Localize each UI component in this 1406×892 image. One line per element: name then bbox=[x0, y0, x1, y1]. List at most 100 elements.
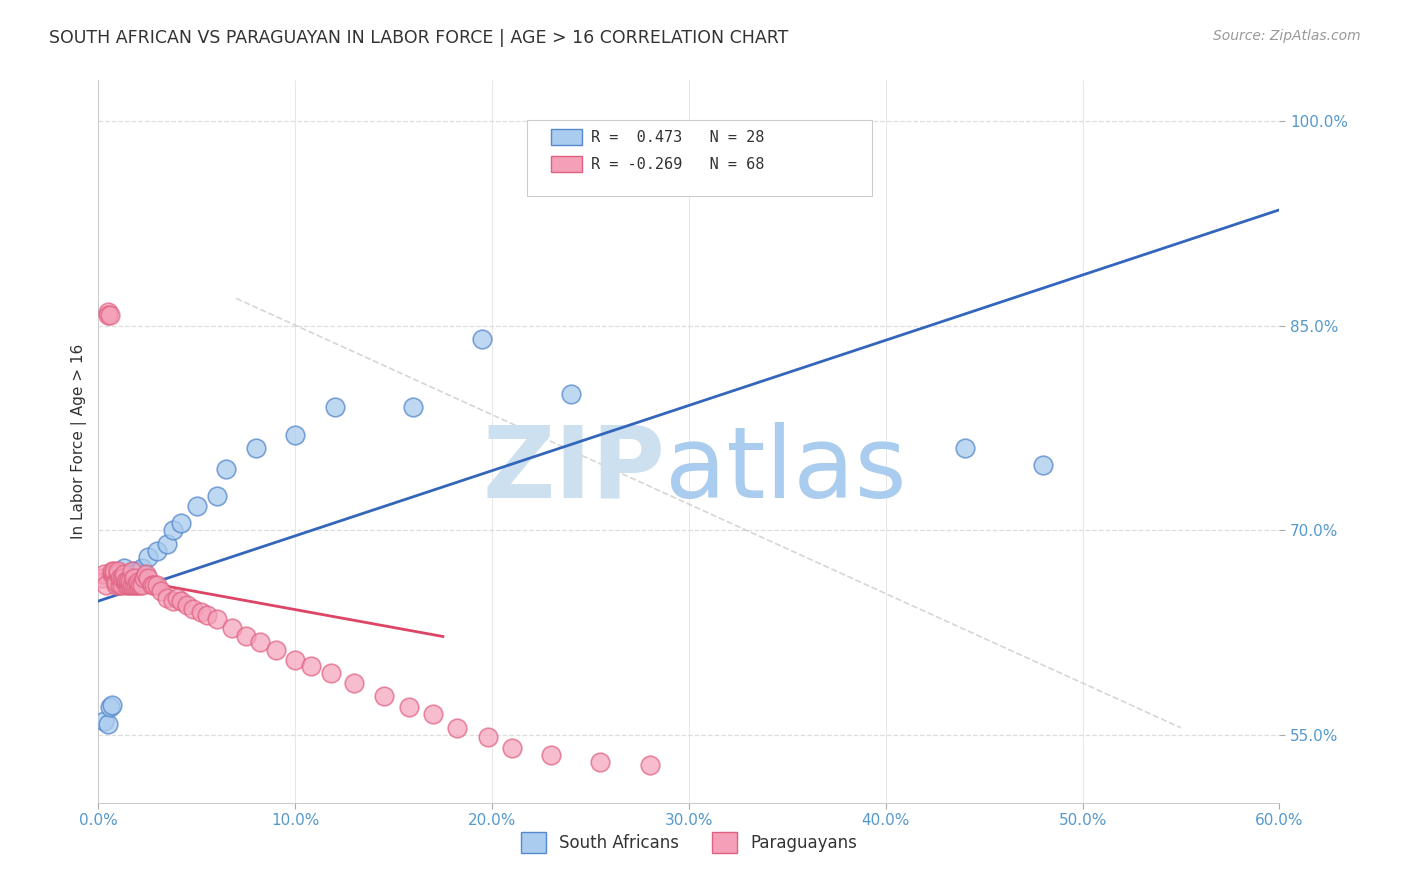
Point bbox=[1032, 458, 1054, 472]
Point bbox=[589, 755, 612, 769]
Point bbox=[107, 564, 129, 578]
Point bbox=[115, 574, 138, 588]
Point bbox=[343, 676, 366, 690]
Point bbox=[107, 577, 129, 591]
Point bbox=[249, 635, 271, 649]
Point bbox=[121, 571, 143, 585]
Point bbox=[118, 574, 141, 588]
Point bbox=[121, 564, 143, 578]
Point bbox=[235, 630, 257, 644]
Point bbox=[131, 561, 153, 575]
Point bbox=[422, 707, 444, 722]
Point bbox=[112, 571, 135, 585]
Point bbox=[127, 577, 149, 591]
Point bbox=[186, 499, 208, 513]
Text: atlas: atlas bbox=[665, 422, 907, 519]
Point bbox=[111, 566, 134, 581]
Point bbox=[122, 577, 145, 591]
Point bbox=[105, 577, 128, 591]
Point bbox=[156, 591, 179, 606]
Text: Source: ZipAtlas.com: Source: ZipAtlas.com bbox=[1213, 29, 1361, 43]
Point bbox=[117, 577, 139, 591]
Point bbox=[108, 571, 131, 585]
Point bbox=[122, 571, 145, 585]
Point bbox=[112, 566, 135, 581]
Point bbox=[323, 401, 346, 415]
Point bbox=[176, 598, 198, 612]
Point bbox=[97, 308, 120, 322]
Point bbox=[166, 591, 188, 606]
Point bbox=[195, 607, 218, 622]
Point bbox=[146, 543, 169, 558]
Point bbox=[245, 442, 267, 456]
Point bbox=[122, 564, 145, 578]
Point bbox=[471, 332, 494, 346]
Point bbox=[93, 714, 115, 728]
Point bbox=[560, 387, 582, 401]
Point bbox=[115, 577, 138, 591]
Point bbox=[131, 577, 153, 591]
Point bbox=[91, 571, 114, 585]
Point bbox=[111, 571, 134, 585]
Point bbox=[284, 653, 307, 667]
Point bbox=[264, 643, 287, 657]
Point bbox=[205, 612, 228, 626]
Point bbox=[127, 574, 149, 589]
Point bbox=[128, 577, 150, 591]
Point bbox=[101, 566, 124, 581]
Y-axis label: In Labor Force | Age > 16: In Labor Force | Age > 16 bbox=[72, 344, 87, 539]
Point bbox=[477, 731, 499, 745]
Point bbox=[402, 401, 425, 415]
Point bbox=[97, 305, 120, 319]
Point bbox=[112, 561, 135, 575]
Point bbox=[190, 605, 212, 619]
Point bbox=[135, 566, 157, 581]
Point bbox=[540, 748, 562, 763]
Point bbox=[117, 566, 139, 581]
Point bbox=[205, 489, 228, 503]
Point bbox=[162, 523, 184, 537]
Point bbox=[398, 700, 420, 714]
Point bbox=[118, 577, 141, 591]
Point bbox=[284, 427, 307, 442]
Point bbox=[121, 577, 143, 591]
Point bbox=[101, 564, 124, 578]
Point bbox=[181, 602, 204, 616]
Point bbox=[111, 577, 134, 591]
Point bbox=[103, 564, 125, 578]
Point bbox=[501, 741, 523, 756]
Point bbox=[101, 698, 124, 712]
Point bbox=[638, 757, 661, 772]
Point bbox=[93, 566, 115, 581]
Point bbox=[136, 550, 159, 565]
Point bbox=[953, 442, 976, 456]
Point bbox=[373, 690, 395, 704]
Point bbox=[221, 621, 243, 635]
Point bbox=[170, 594, 193, 608]
Point bbox=[125, 577, 148, 591]
Legend: South Africans, Paraguayans: South Africans, Paraguayans bbox=[513, 826, 865, 860]
Point bbox=[97, 716, 120, 731]
Point bbox=[215, 462, 238, 476]
Point bbox=[132, 571, 155, 585]
Point bbox=[141, 577, 163, 591]
Point bbox=[136, 571, 159, 585]
Point bbox=[117, 574, 139, 588]
Point bbox=[108, 577, 131, 591]
Point bbox=[107, 566, 129, 581]
Point bbox=[299, 659, 322, 673]
Point bbox=[446, 721, 468, 735]
Point bbox=[162, 594, 184, 608]
Point bbox=[98, 700, 121, 714]
Point bbox=[103, 566, 125, 581]
Text: ZIP: ZIP bbox=[482, 422, 665, 519]
Point bbox=[319, 666, 342, 681]
Text: SOUTH AFRICAN VS PARAGUAYAN IN LABOR FORCE | AGE > 16 CORRELATION CHART: SOUTH AFRICAN VS PARAGUAYAN IN LABOR FOR… bbox=[49, 29, 789, 46]
Text: R =  0.473   N = 28: R = 0.473 N = 28 bbox=[591, 130, 763, 145]
Point bbox=[98, 308, 121, 322]
Point bbox=[156, 537, 179, 551]
Point bbox=[105, 574, 128, 589]
Point bbox=[146, 577, 169, 591]
Point bbox=[96, 577, 118, 591]
Point bbox=[142, 577, 165, 591]
